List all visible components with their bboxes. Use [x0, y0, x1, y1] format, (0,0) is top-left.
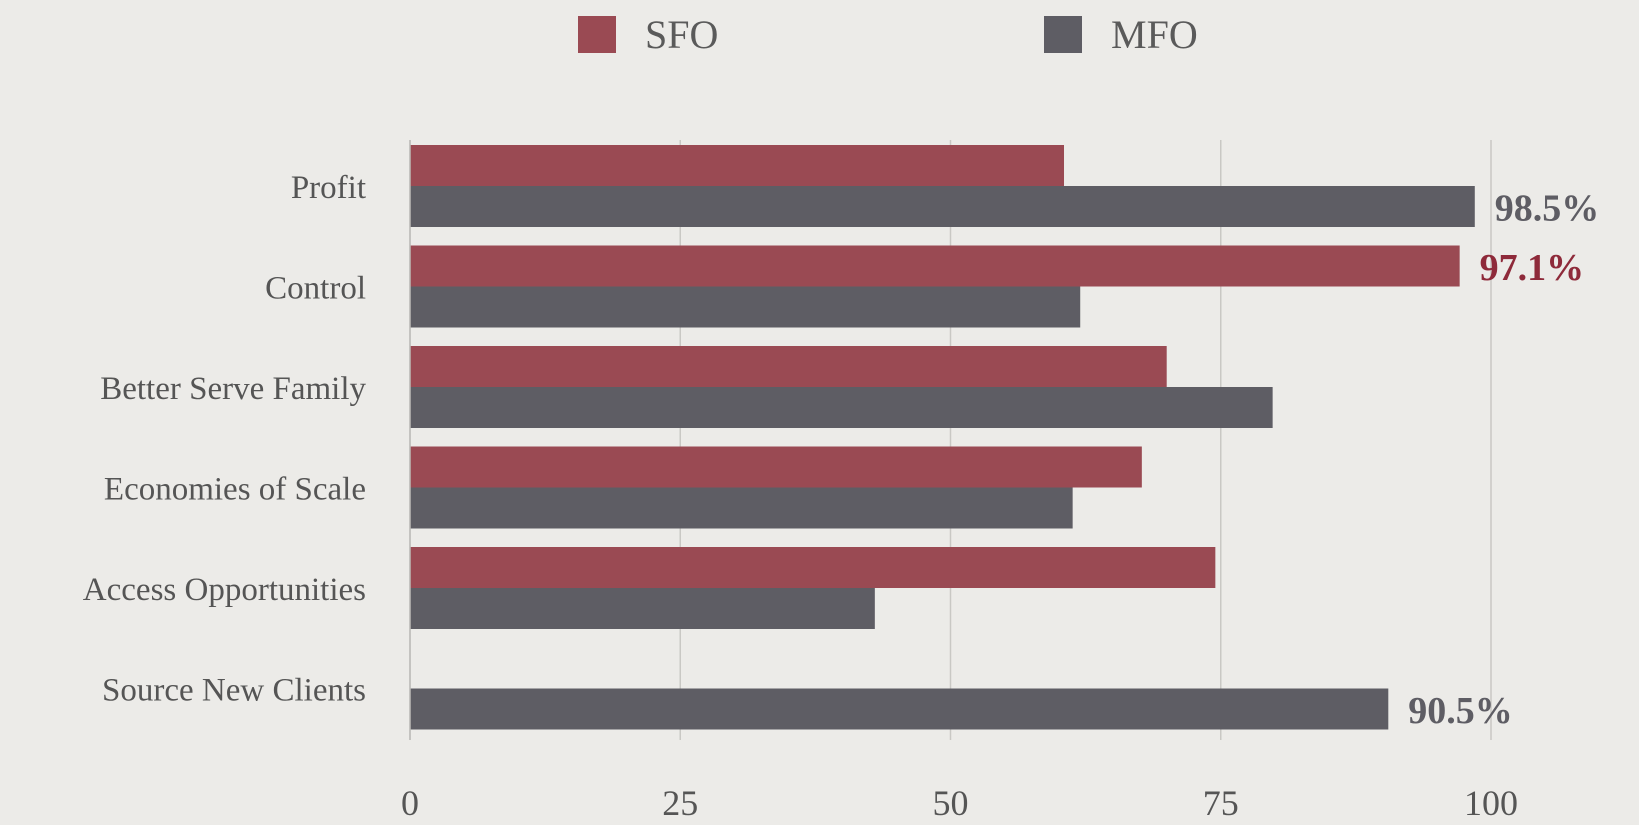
bar-mfo-source-new-clients	[410, 688, 1389, 730]
bar-mfo-access-opportunities	[410, 588, 875, 629]
bar-sfo-better-serve-family	[410, 346, 1167, 387]
category-label-access-opportunities: Access Opportunities	[83, 572, 366, 608]
legend-swatch-mfo	[1044, 16, 1082, 53]
bar-mfo-better-serve-family	[410, 387, 1273, 428]
legend-swatch-sfo	[578, 16, 616, 53]
legend-label-mfo: MFO	[1111, 12, 1198, 57]
bar-mfo-profit	[410, 186, 1475, 227]
category-label-source-new-clients: Source New Clients	[102, 673, 366, 709]
bar-sfo-profit	[410, 145, 1065, 186]
x-tick-label-25: 25	[662, 783, 698, 823]
x-tick-label-100: 100	[1464, 783, 1518, 823]
x-tick-label-0: 0	[401, 783, 419, 823]
bar-sfo-control	[410, 245, 1460, 287]
bar-sfo-access-opportunities	[410, 547, 1216, 588]
data-label-mfo-source-new-clients: 90.5%	[1408, 690, 1513, 732]
bar-mfo-economies-of-scale	[410, 487, 1073, 529]
category-label-economies-of-scale: Economies of Scale	[104, 472, 366, 508]
category-label-control: Control	[265, 271, 366, 307]
x-tick-label-50: 50	[933, 783, 969, 823]
bar-sfo-economies-of-scale	[410, 446, 1142, 488]
data-label-sfo-control: 97.1%	[1480, 247, 1585, 289]
legend-label-sfo: SFO	[645, 12, 718, 57]
category-label-profit: Profit	[291, 170, 366, 206]
bar-mfo-control	[410, 286, 1081, 328]
x-tick-label-75: 75	[1203, 783, 1239, 823]
data-label-mfo-profit: 98.5%	[1495, 188, 1600, 230]
category-label-better-serve-family: Better Serve Family	[100, 371, 366, 407]
